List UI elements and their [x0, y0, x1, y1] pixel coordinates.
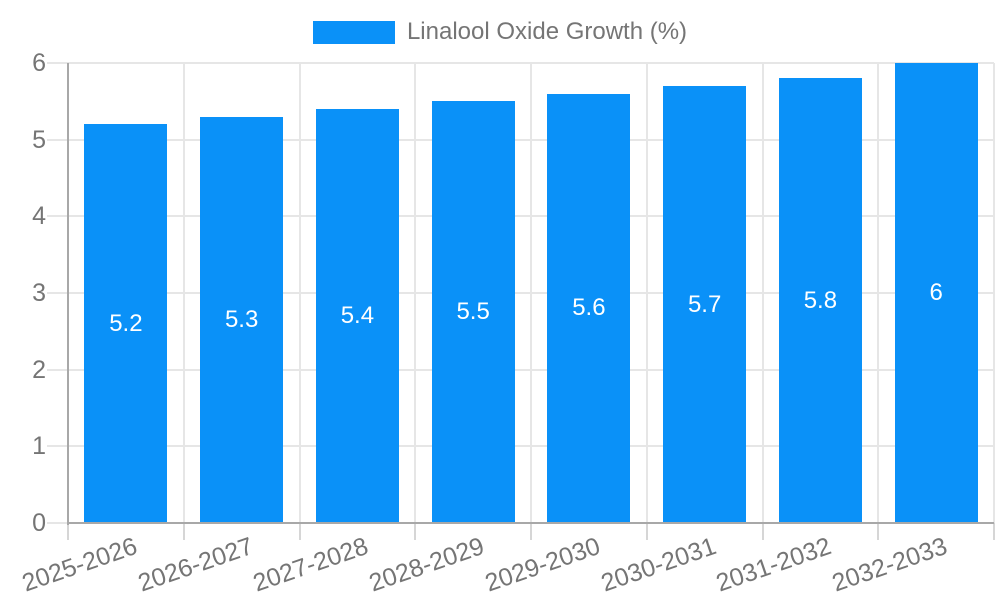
bar-value-label: 5.3 — [224, 305, 259, 333]
y-axis-label: 2 — [32, 355, 46, 384]
x-gridline — [530, 63, 532, 523]
y-axis-label: 3 — [32, 279, 46, 307]
y-tick — [47, 445, 68, 448]
y-axis-line — [67, 63, 69, 525]
bar[interactable]: 5.5 — [431, 101, 515, 523]
legend[interactable]: Linalool Oxide Growth (%) — [0, 18, 1000, 46]
bar[interactable]: 5.8 — [778, 78, 862, 523]
x-tick — [414, 523, 417, 540]
x-gridline — [761, 63, 764, 523]
x-gridline — [993, 63, 995, 523]
y-tick — [47, 368, 68, 371]
legend-swatch — [312, 20, 395, 44]
bar-value-label: 6 — [929, 279, 943, 306]
x-tick — [761, 523, 764, 540]
bar-value-label: 5.4 — [340, 302, 375, 329]
bar[interactable]: 5.4 — [315, 109, 399, 523]
bar[interactable]: 5.2 — [84, 124, 168, 523]
x-gridline — [182, 63, 185, 523]
y-tick — [47, 215, 68, 218]
bar-value-label: 5.7 — [687, 290, 722, 318]
x-tick — [993, 523, 995, 540]
x-gridline — [298, 63, 301, 523]
x-axis-line — [68, 522, 994, 524]
bar-value-label: 5.6 — [572, 294, 606, 322]
x-tick — [298, 523, 301, 540]
x-gridline — [414, 63, 417, 523]
y-tick — [47, 62, 68, 64]
x-tick — [182, 523, 185, 540]
bar-value-label: 5.8 — [803, 286, 838, 314]
y-axis-label: 6 — [32, 49, 46, 77]
x-tick — [877, 523, 880, 540]
x-tick — [67, 523, 69, 540]
y-tick — [47, 292, 68, 294]
x-tick — [645, 523, 648, 540]
bar[interactable]: 5.7 — [663, 86, 747, 523]
bar-value-label: 5.5 — [456, 298, 490, 326]
y-axis-label: 4 — [32, 202, 46, 231]
y-tick — [47, 522, 68, 524]
legend-label: Linalool Oxide Growth (%) — [406, 18, 688, 45]
bar[interactable]: 5.6 — [547, 93, 631, 523]
x-gridline — [877, 63, 880, 523]
x-gridline — [645, 63, 648, 523]
y-axis-label: 0 — [32, 509, 46, 537]
bar[interactable]: 6 — [894, 63, 978, 523]
bar-value-label: 5.2 — [109, 309, 143, 337]
y-tick — [47, 138, 68, 141]
y-axis-label: 1 — [32, 432, 46, 461]
x-tick — [530, 523, 532, 540]
bar[interactable]: 5.3 — [200, 116, 284, 523]
y-axis-label: 5 — [32, 125, 46, 154]
